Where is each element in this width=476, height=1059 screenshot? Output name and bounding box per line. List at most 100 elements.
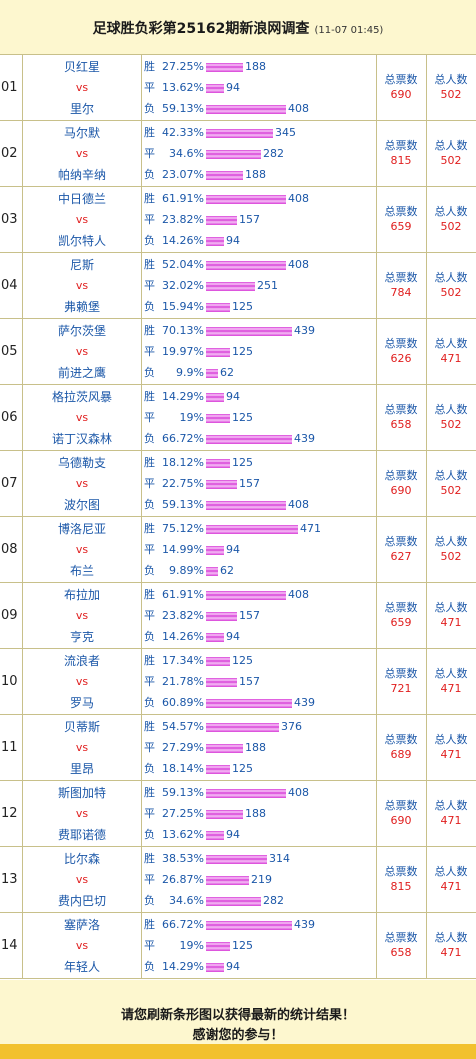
total-votes-label: 总票数 xyxy=(384,733,418,746)
total-people-label: 总人数 xyxy=(434,733,468,746)
total-votes-value: 690 xyxy=(390,88,412,101)
loss-count: 188 xyxy=(245,168,266,181)
draw-percent: 23.82% xyxy=(162,213,204,226)
loss-percent: 23.07% xyxy=(162,168,204,181)
win-count: 439 xyxy=(294,324,315,337)
draw-label: 平 xyxy=(144,741,155,754)
away-team[interactable]: 前进之鹰 xyxy=(57,366,106,380)
win-percent: 61.91% xyxy=(162,588,204,601)
home-team[interactable]: 斯图加特 xyxy=(57,786,106,800)
home-team[interactable]: 格拉茨风暴 xyxy=(51,390,112,404)
loss-count: 94 xyxy=(226,960,240,973)
total-people: 总人数 502 xyxy=(426,385,476,450)
win-bar xyxy=(206,260,286,270)
total-people-value: 471 xyxy=(440,880,462,893)
loss-percent: 60.89% xyxy=(162,696,204,709)
away-team[interactable]: 诺丁汉森林 xyxy=(51,432,112,446)
away-team[interactable]: 波尔图 xyxy=(63,498,100,512)
draw-label: 平 xyxy=(144,675,155,688)
total-votes: 总票数 690 xyxy=(376,55,426,120)
home-team[interactable]: 博洛尼亚 xyxy=(57,522,106,536)
loss-label: 负 xyxy=(144,762,155,775)
total-votes-label: 总票数 xyxy=(384,139,418,152)
loss-stat: 负 59.13% 408 xyxy=(144,99,309,119)
total-votes: 总票数 815 xyxy=(376,847,426,912)
home-team[interactable]: 塞萨洛 xyxy=(63,918,100,932)
draw-stat: 平 19% 125 xyxy=(144,936,253,956)
draw-stat: 平 27.29% 188 xyxy=(144,738,266,758)
total-people-value: 502 xyxy=(440,484,462,497)
home-team[interactable]: 流浪者 xyxy=(63,654,100,668)
win-label: 胜 xyxy=(144,456,155,469)
home-team[interactable]: 布拉加 xyxy=(63,588,100,602)
away-team[interactable]: 年轻人 xyxy=(63,960,100,974)
draw-count: 125 xyxy=(232,939,253,952)
win-stat: 胜 75.12% 471 xyxy=(144,519,321,539)
loss-stat: 负 34.6% 282 xyxy=(144,891,284,911)
home-team[interactable]: 尼斯 xyxy=(69,258,94,272)
away-team[interactable]: 亨克 xyxy=(69,630,94,644)
total-people-label: 总人数 xyxy=(434,271,468,284)
win-label: 胜 xyxy=(144,522,155,535)
away-team[interactable]: 费内巴切 xyxy=(57,894,106,908)
win-percent: 42.33% xyxy=(162,126,204,139)
home-team[interactable]: 贝蒂斯 xyxy=(63,720,100,734)
loss-percent: 14.26% xyxy=(162,630,204,643)
away-team[interactable]: 帕纳辛纳 xyxy=(57,168,106,182)
total-votes: 总票数 659 xyxy=(376,187,426,252)
match-row: 09 布拉加 vs 亨克 胜 61.91% 408 平 23.82% 157 负 14.2… xyxy=(0,583,476,649)
loss-percent: 13.62% xyxy=(162,828,204,841)
total-people-value: 471 xyxy=(440,682,462,695)
total-people: 总人数 502 xyxy=(426,121,476,186)
away-team[interactable]: 弗赖堡 xyxy=(63,300,100,314)
match-number: 02 xyxy=(1,146,18,161)
loss-bar xyxy=(206,896,261,906)
total-votes-value: 784 xyxy=(390,286,412,299)
vs-label: vs xyxy=(75,147,89,160)
away-team[interactable]: 凯尔特人 xyxy=(57,234,106,248)
match-number: 13 xyxy=(1,872,18,887)
total-people-label: 总人数 xyxy=(434,403,468,416)
loss-percent: 18.14% xyxy=(162,762,204,775)
home-team[interactable]: 萨尔茨堡 xyxy=(57,324,106,338)
total-people-label: 总人数 xyxy=(434,535,468,548)
draw-percent: 27.25% xyxy=(162,807,204,820)
draw-stat: 平 34.6% 282 xyxy=(144,144,284,164)
total-votes-value: 690 xyxy=(390,814,412,827)
vs-label: vs xyxy=(75,345,89,358)
total-votes-label: 总票数 xyxy=(384,667,418,680)
away-team[interactable]: 布兰 xyxy=(69,564,94,578)
win-bar xyxy=(206,194,286,204)
loss-stat: 负 14.26% 94 xyxy=(144,231,240,251)
total-people: 总人数 502 xyxy=(426,451,476,516)
away-team[interactable]: 里昂 xyxy=(69,762,94,776)
total-people: 总人数 471 xyxy=(426,649,476,714)
home-team[interactable]: 马尔默 xyxy=(63,126,100,140)
total-people: 总人数 471 xyxy=(426,847,476,912)
draw-label: 平 xyxy=(144,213,155,226)
loss-bar xyxy=(206,698,292,708)
away-team[interactable]: 罗马 xyxy=(69,696,94,710)
loss-bar xyxy=(206,104,286,114)
total-votes-value: 815 xyxy=(390,154,412,167)
win-stat: 胜 61.91% 408 xyxy=(144,189,309,209)
home-team[interactable]: 乌德勒支 xyxy=(57,456,106,470)
match-row: 05 萨尔茨堡 vs 前进之鹰 胜 70.13% 439 平 19.97% 125 负 9… xyxy=(0,319,476,385)
total-people-label: 总人数 xyxy=(434,205,468,218)
win-stat: 胜 14.29% 94 xyxy=(144,387,240,407)
draw-stat: 平 21.78% 157 xyxy=(144,672,260,692)
total-people-value: 502 xyxy=(440,154,462,167)
home-team[interactable]: 贝红星 xyxy=(63,60,100,74)
match-number: 10 xyxy=(1,674,18,689)
draw-stat: 平 22.75% 157 xyxy=(144,474,260,494)
win-percent: 70.13% xyxy=(162,324,204,337)
total-votes-value: 627 xyxy=(390,550,412,563)
home-team[interactable]: 中日德兰 xyxy=(57,192,106,206)
away-team[interactable]: 费耶诺德 xyxy=(57,828,106,842)
home-team[interactable]: 比尔森 xyxy=(63,852,100,866)
win-count: 188 xyxy=(245,60,266,73)
win-label: 胜 xyxy=(144,258,155,271)
away-team[interactable]: 里尔 xyxy=(69,102,94,116)
win-label: 胜 xyxy=(144,390,155,403)
